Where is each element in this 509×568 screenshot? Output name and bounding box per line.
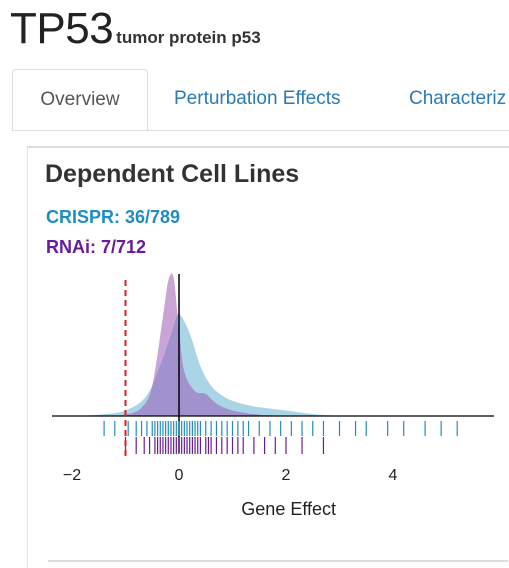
- x-axis-label: Gene Effect: [241, 499, 336, 519]
- x-tick-label: −2: [63, 467, 81, 484]
- dependent-cell-lines-panel: Dependent Cell Lines CRISPR: 36/789 RNAi…: [27, 146, 509, 568]
- tab-characterization[interactable]: Characteriz: [409, 88, 507, 109]
- crispr-density-area: [72, 313, 351, 416]
- rnai-count[interactable]: RNAi: 7/712: [46, 237, 147, 257]
- gene-symbol: TP53: [10, 4, 114, 53]
- x-tick-label: 4: [389, 467, 398, 484]
- gene-effect-density-plot: −2 0 2 4 Gene Effect: [52, 273, 494, 519]
- gene-header: TP53 tumor protein p53: [10, 4, 261, 54]
- crispr-count[interactable]: CRISPR: 36/789: [46, 207, 181, 227]
- tab-overview[interactable]: Overview: [12, 69, 148, 130]
- x-tick-label: 0: [175, 467, 184, 484]
- gene-full-name: tumor protein p53: [116, 28, 261, 47]
- panel-divider: [48, 560, 508, 562]
- x-tick-label: 2: [282, 467, 291, 484]
- rnai-density-area: [104, 273, 286, 416]
- tab-bar: Overview Perturbation Effects Characteri…: [12, 69, 509, 131]
- tab-perturbation-effects[interactable]: Perturbation Effects: [174, 88, 341, 109]
- panel-title: Dependent Cell Lines: [45, 160, 300, 188]
